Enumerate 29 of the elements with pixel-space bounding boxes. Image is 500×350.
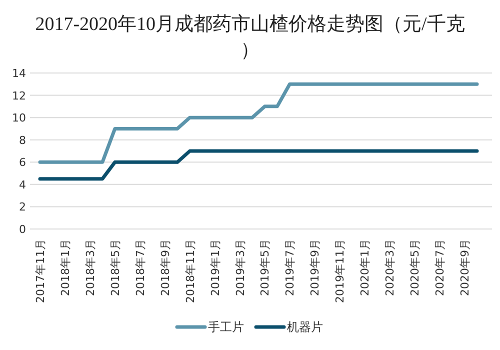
x-tick-label: 2019年3月: [234, 239, 247, 296]
x-tick-label: 2020年7月: [434, 239, 447, 296]
x-tick-label: 2018年11月: [184, 239, 197, 303]
x-tick-label: 2018年7月: [134, 239, 147, 296]
y-tick-label: 4: [19, 178, 26, 192]
x-tick-label: 2018年9月: [158, 239, 172, 296]
x-tick-label: 2018年5月: [108, 239, 122, 296]
x-tick-label: 2018年3月: [84, 239, 97, 296]
y-tick-label: 2: [19, 200, 26, 214]
y-tick-label: 10: [12, 112, 26, 125]
x-tick-label: 2020年1月: [358, 239, 372, 296]
x-tick-label: 2019年7月: [284, 239, 297, 296]
y-tick-label: 8: [19, 134, 26, 147]
x-tick-label: 2019年1月: [208, 239, 222, 296]
y-tick-label: 12: [12, 89, 26, 102]
x-tick-label: 2020年5月: [408, 239, 422, 296]
y-tick-label: 0: [19, 223, 26, 236]
x-tick-label: 2020年3月: [384, 239, 397, 296]
title: 2017-2020年10月成都药市山楂价格走势图（元/千克）: [35, 14, 465, 61]
x-tick-label: 2017年11月: [34, 239, 47, 303]
x-tick-label: 2019年11月: [334, 239, 347, 303]
y-tick-label: 14: [12, 67, 26, 80]
x-tick-label: 2020年9月: [458, 239, 472, 296]
x-tick-label: 2018年1月: [58, 239, 72, 296]
legend-label: 手工片: [208, 320, 244, 334]
legend-label: 机器片: [287, 320, 323, 334]
x-tick-label: 2019年5月: [258, 239, 272, 296]
y-tick-label: 6: [19, 156, 26, 170]
x-tick-label: 2019年9月: [308, 239, 322, 296]
